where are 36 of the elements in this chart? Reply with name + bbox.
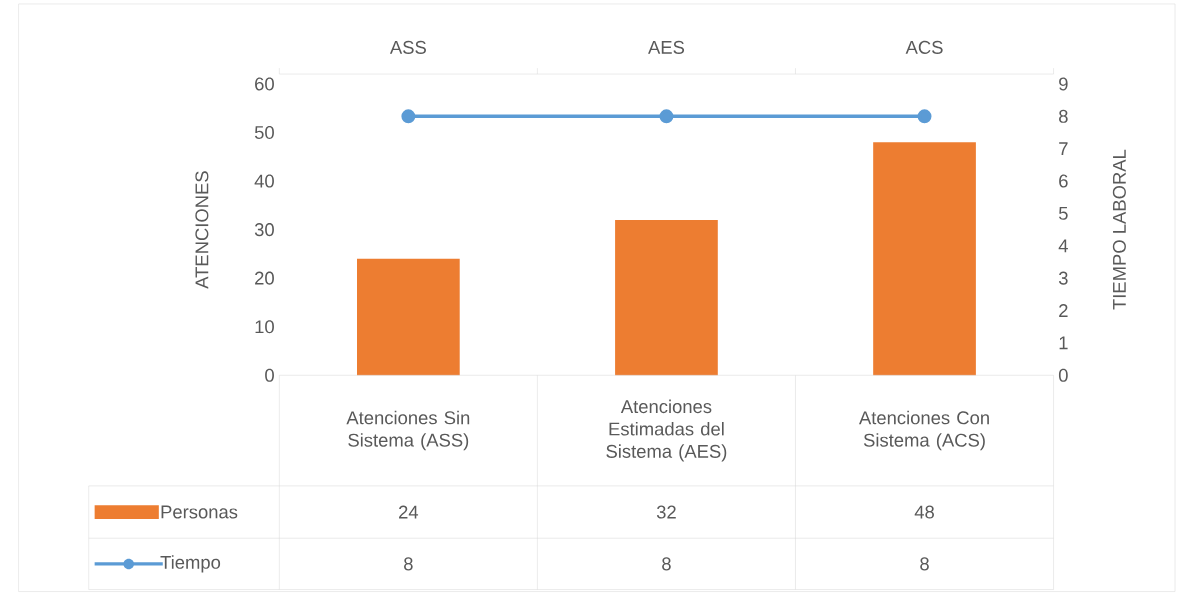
y2-tick-label: 9 bbox=[1059, 77, 1068, 91]
y2-tick-label: 2 bbox=[1059, 304, 1068, 318]
x-tick-label: Atenciones Estimadas del Sistema (AES) bbox=[606, 399, 727, 462]
y-tick-label: 40 bbox=[254, 174, 274, 188]
text: AES bbox=[648, 41, 685, 55]
y-tick-label: 0 bbox=[265, 368, 274, 383]
y2-axis-title: TIEMPO LABORAL bbox=[1112, 150, 1126, 310]
y2-tick-label: 6 bbox=[1059, 174, 1068, 188]
text: ACS bbox=[905, 41, 943, 55]
x-tick-label: Atenciones Sin Sistema (ASS) bbox=[346, 411, 470, 451]
text: ASS bbox=[389, 41, 426, 55]
y-tick-label: 20 bbox=[255, 271, 274, 285]
y2-tick-label: 1 bbox=[1059, 336, 1068, 350]
legend-label: Personas bbox=[161, 505, 238, 519]
y2-tick-label: 7 bbox=[1059, 142, 1068, 156]
bar bbox=[873, 142, 976, 376]
y2-tick-label: 5 bbox=[1058, 207, 1068, 221]
y2-tick-label: 3 bbox=[1058, 271, 1068, 285]
y2-tick-label: 0 bbox=[1058, 368, 1068, 383]
legend-label: Tiempo bbox=[160, 555, 221, 573]
data-label: 8 bbox=[920, 557, 929, 571]
data-label: 8 bbox=[662, 557, 671, 571]
y2-tick-label: 8 bbox=[1059, 110, 1068, 124]
data-label: 48 bbox=[914, 505, 934, 519]
y2-tick-label: 4 bbox=[1058, 239, 1068, 253]
y-tick-label: 60 bbox=[255, 77, 274, 91]
data-label: 32 bbox=[656, 505, 676, 519]
y-tick-label: 10 bbox=[255, 320, 274, 334]
y-tick-label: 50 bbox=[254, 126, 274, 140]
bar bbox=[615, 220, 718, 376]
data-label: 24 bbox=[399, 505, 419, 519]
bar bbox=[357, 258, 460, 376]
y-axis-title: ATENCIONES bbox=[195, 171, 209, 290]
y-tick-label: 30 bbox=[254, 223, 274, 237]
x-tick-label: Atenciones Con Sistema (ACS) bbox=[858, 411, 989, 451]
data-label: 8 bbox=[404, 557, 413, 571]
